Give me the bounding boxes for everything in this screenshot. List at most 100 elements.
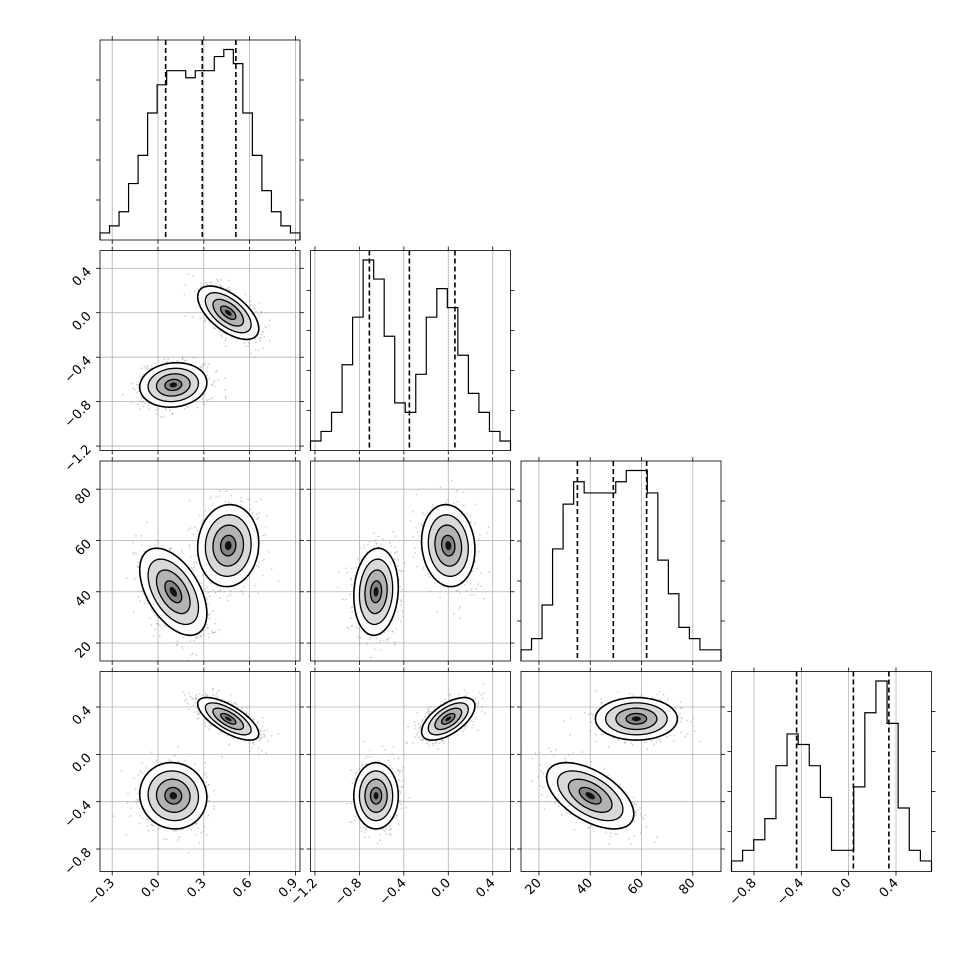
scatter-point (455, 590, 458, 592)
scatter-point (260, 333, 263, 336)
scatter-point (177, 745, 180, 748)
scatter-point (164, 408, 167, 411)
scatter-point (200, 282, 203, 285)
scatter-point (242, 593, 244, 596)
scatter-point (400, 570, 403, 573)
scatter-point (453, 502, 455, 505)
scatter-point (203, 403, 206, 406)
scatter-point (355, 566, 357, 569)
scatter-point (219, 589, 222, 591)
scatter-point (395, 628, 397, 631)
scatter-point (472, 593, 475, 596)
scatter-point (146, 818, 149, 821)
scatter-point (154, 544, 156, 546)
scatter-point (389, 551, 392, 554)
scatter-point (400, 570, 403, 573)
scatter-point (369, 636, 372, 639)
scatter-point (255, 500, 258, 503)
scatter-point (207, 626, 209, 629)
contours (352, 503, 476, 637)
contour-0-3 (138, 361, 208, 409)
scatter-point (163, 837, 166, 840)
scatter-point (350, 617, 353, 620)
histogram-2 (520, 469, 722, 661)
scatter-point (455, 491, 458, 494)
scatter-point (156, 622, 158, 625)
scatter-point (229, 589, 232, 592)
scatter-point (259, 339, 261, 342)
scatter-point (257, 592, 259, 595)
scatter-point (192, 652, 194, 655)
scatter-point (210, 384, 213, 386)
scatter-point (380, 543, 383, 546)
scatter-point (345, 567, 347, 570)
scatter-point (130, 401, 133, 404)
scatter-point (211, 397, 214, 399)
scatter-point (368, 541, 371, 543)
scatter-point (201, 521, 204, 524)
scatter-point (336, 586, 339, 589)
scatter-point (185, 359, 188, 362)
scatter-point (454, 504, 457, 507)
scatter-point (140, 397, 143, 399)
scatter-point (208, 617, 211, 620)
scatter-point (224, 395, 227, 398)
scatter-point (261, 347, 264, 350)
scatter-point (170, 547, 172, 550)
scatter-point (195, 561, 198, 564)
scatter-point (137, 561, 139, 564)
scatter-point (137, 566, 140, 568)
panel-frame (520, 460, 722, 662)
scatter-point (221, 285, 224, 288)
scatter-point (269, 339, 271, 342)
scatter-point (212, 381, 214, 384)
scatter-point (264, 525, 267, 528)
scatter-point (137, 800, 140, 803)
scatter-point (159, 624, 161, 626)
scatter-point (213, 327, 216, 329)
scatter-point (394, 641, 396, 643)
scatter-point (184, 759, 187, 762)
scatter-point (144, 402, 147, 405)
scatter-point (177, 760, 180, 763)
scatter-point (205, 283, 208, 286)
scatter-point (359, 636, 362, 639)
scatter-point (145, 367, 148, 370)
scatter-point (412, 510, 414, 513)
scatter-point (202, 401, 205, 404)
scatter-point (152, 824, 154, 827)
scatter-point (206, 599, 208, 601)
scatter-point (412, 536, 414, 538)
scatter-point (158, 635, 161, 637)
scatter-point (195, 653, 198, 656)
scatter-point (459, 617, 461, 619)
scatter-point (366, 643, 368, 645)
scatter-point (139, 375, 142, 378)
scatter-point (193, 561, 196, 564)
scatter-point (214, 591, 217, 594)
scatter-point (200, 635, 203, 638)
scatter-point (206, 399, 209, 401)
scatter-point (219, 284, 222, 287)
scatter-point (357, 635, 360, 638)
scatter-point (463, 505, 465, 507)
scatter-point (401, 610, 404, 613)
scatter-point (140, 590, 143, 592)
scatter-point (217, 379, 220, 381)
scatter-point (400, 620, 402, 623)
scatter-point (176, 640, 179, 643)
scatter-point (357, 627, 359, 629)
scatter-point (162, 415, 165, 418)
scatter-point (189, 654, 192, 656)
scatter-point (132, 553, 135, 556)
scatter-point (428, 575, 431, 578)
scatter-point (180, 557, 183, 559)
scatter-point (375, 542, 378, 545)
scatter-point (394, 546, 397, 549)
scatter-point (349, 593, 352, 596)
scatter-point (254, 355, 257, 358)
scatter-point (469, 514, 472, 517)
scatter-point (217, 590, 220, 592)
scatter-point (208, 636, 210, 639)
scatter-point (219, 590, 222, 592)
